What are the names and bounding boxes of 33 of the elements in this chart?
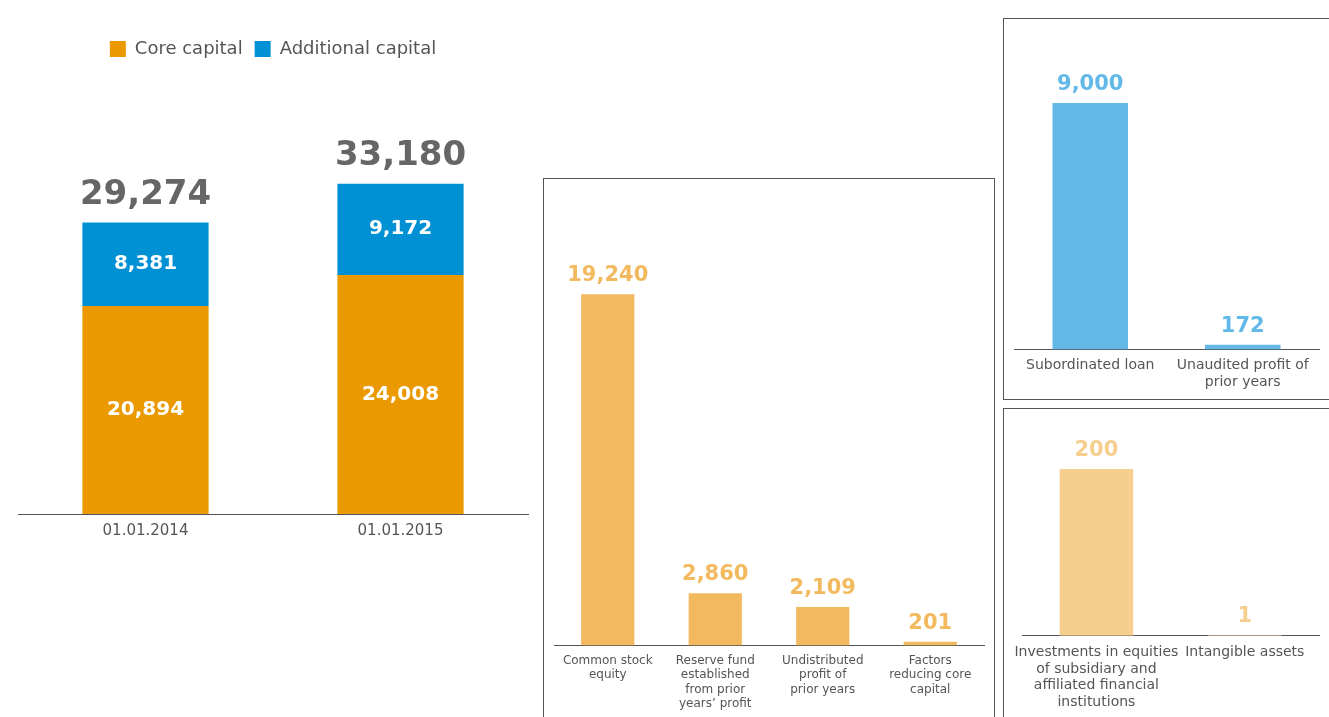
data-label: 24,008: [361, 380, 440, 405]
x-tick-label: Undistributed profit of prior years: [782, 652, 864, 696]
data-label: 8,381: [113, 250, 178, 275]
legend-label: Additional capital: [279, 36, 437, 58]
data-label: 9,172: [368, 215, 433, 240]
bar: [82, 305, 209, 514]
x-tick-label: Unaudited profit of prior years: [1176, 356, 1310, 390]
data-label: 172: [1220, 312, 1265, 337]
data-label: 2,860: [682, 561, 749, 586]
x-tick-label: 01.01.2014: [102, 520, 189, 539]
data-label: 201: [908, 609, 953, 634]
bar: [796, 606, 850, 646]
data-label: 19,240: [567, 262, 649, 287]
legend-label: Core capital: [134, 36, 243, 58]
x-tick-label: Reserve fund established from prior years’ profit: [675, 652, 755, 710]
x-tick-label: 01.01.2015: [357, 520, 444, 539]
data-label: 2,109: [789, 574, 856, 599]
total-label: 33,180: [334, 133, 467, 174]
x-tick-label: Investments in equities of subsidiary and affiliated financial institutions: [1014, 642, 1179, 710]
bar: [82, 222, 209, 306]
data-label: 200: [1074, 436, 1119, 461]
bar: [337, 274, 464, 514]
bar: [337, 183, 464, 275]
bar: [688, 593, 742, 646]
data-label: 1: [1237, 602, 1253, 627]
data-label: 20,894: [106, 396, 185, 421]
x-tick-label: Subordinated loan: [1026, 356, 1155, 373]
x-tick-label: Common stock equity: [562, 652, 653, 682]
total-label: 29,274: [79, 172, 212, 213]
bar: [581, 294, 635, 646]
x-tick-label: Intangible assets: [1185, 642, 1305, 659]
data-label: 9,000: [1057, 70, 1124, 95]
x-tick-label: Factors reducing core capital: [889, 652, 972, 696]
